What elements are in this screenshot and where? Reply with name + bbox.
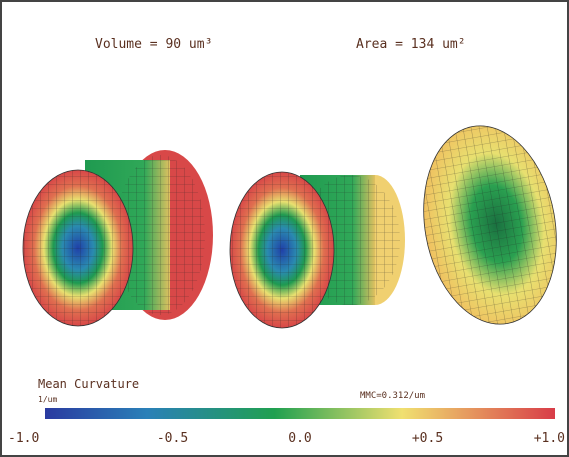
mesh — [230, 172, 334, 328]
colorbar-unit: 1/um — [38, 395, 57, 404]
colorbar — [45, 408, 555, 419]
mmc-note: MMC=0.312/um — [360, 391, 425, 401]
colorbar-tick-label: -1.0 — [8, 431, 39, 446]
colorbar-tick-label: 0.0 — [288, 431, 311, 446]
colorbar-tick-label: +0.5 — [412, 431, 443, 446]
area-label: Area = 134 um² — [356, 37, 466, 52]
figure: Volume = 90 um³ Area = 134 um² Mean Curv… — [0, 0, 569, 457]
colorbar-title: Mean Curvature — [38, 377, 139, 391]
mesh — [23, 170, 133, 326]
colorbar-tick-label: +1.0 — [534, 431, 565, 446]
colorbar-tick-label: -0.5 — [157, 431, 188, 446]
volume-label: Volume = 90 um³ — [95, 37, 212, 52]
